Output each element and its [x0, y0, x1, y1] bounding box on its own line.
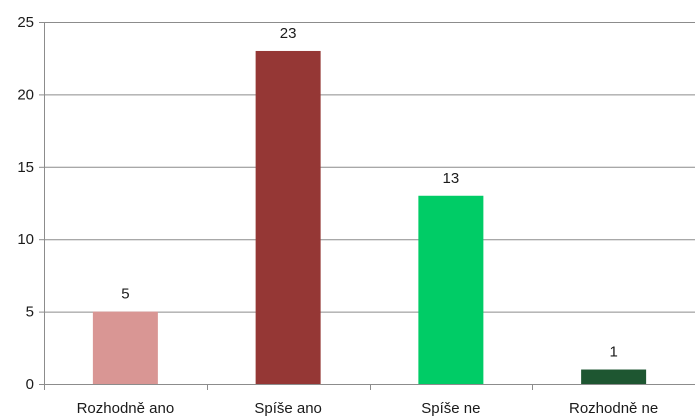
category-labels: Rozhodně ano Spíše ano Spíše ne Rozhodně ne	[77, 400, 659, 417]
y-tick-label: 5	[26, 304, 34, 321]
y-tick-label: 0	[26, 376, 34, 393]
axes	[44, 22, 695, 390]
y-tick-label: 15	[17, 159, 34, 176]
bar	[581, 369, 647, 384]
data-labels: 5 23 13 1	[121, 25, 618, 361]
data-label: 1	[609, 344, 617, 361]
y-tick-label: 25	[17, 14, 34, 31]
category-label: Spíše ne	[421, 400, 480, 417]
data-label: 23	[280, 25, 297, 42]
category-label: Spíše ano	[254, 400, 322, 417]
data-label: 13	[443, 170, 460, 187]
category-label: Rozhodně ne	[569, 400, 658, 417]
category-label: Rozhodně ano	[77, 400, 175, 417]
bar	[255, 50, 321, 385]
bar	[418, 195, 484, 384]
data-label: 5	[121, 286, 129, 303]
y-axis-ticks: 0 5 10 15 20 25	[17, 14, 44, 393]
bars	[92, 50, 647, 385]
gridlines	[44, 22, 695, 313]
y-tick-label: 20	[17, 86, 34, 103]
bar	[92, 311, 158, 384]
y-tick-label: 10	[17, 231, 34, 248]
